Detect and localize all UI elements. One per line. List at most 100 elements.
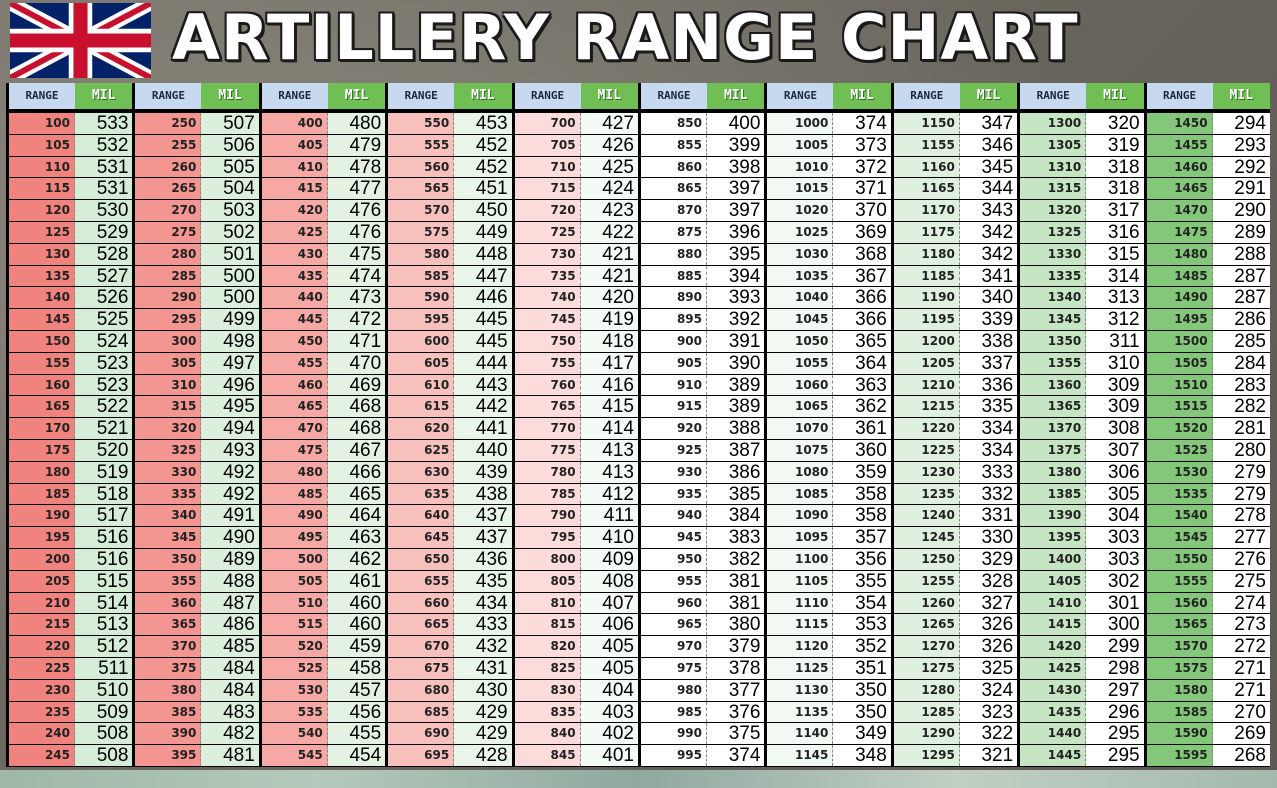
column-header: RANGE MIL — [9, 83, 133, 109]
mil-cell: 502 — [201, 221, 259, 243]
column-header: RANGE MIL — [135, 83, 259, 109]
mil-cell: 422 — [580, 221, 638, 243]
table-row: 1380 306 — [1020, 460, 1144, 483]
table-row: 575 449 — [388, 220, 512, 243]
mil-cell: 408 — [580, 570, 638, 592]
table-row: 1575 271 — [1146, 656, 1270, 679]
range-column: RANGE MIL 550 453 555 452 560 452 565 451 570 450 57… — [385, 83, 512, 767]
table-row: 835 403 — [514, 700, 638, 722]
mil-cell: 506 — [201, 134, 259, 156]
table-row: 265 504 — [135, 177, 259, 199]
range-cell: 1480 — [1146, 243, 1213, 265]
table-row: 335 492 — [135, 482, 259, 504]
range-cell: 1080 — [767, 461, 834, 483]
range-cell: 1400 — [1020, 548, 1087, 570]
table-row: 1160 345 — [893, 155, 1018, 177]
range-cell: 455 — [261, 352, 328, 374]
range-cell: 275 — [135, 221, 202, 243]
range-cell: 1215 — [893, 396, 960, 418]
mil-cell: 320 — [1086, 113, 1144, 134]
table-row: 260 505 — [135, 155, 259, 177]
mil-cell: 410 — [580, 527, 638, 548]
range-cell: 660 — [388, 592, 455, 614]
range-cell: 935 — [641, 483, 707, 505]
mil-cell: 319 — [1086, 134, 1144, 156]
table-row: 1055 364 — [767, 351, 891, 374]
range-cell: 255 — [135, 134, 202, 156]
mil-cell: 318 — [1086, 178, 1144, 199]
range-cell: 135 — [9, 265, 75, 287]
range-cell: 1565 — [1146, 614, 1213, 636]
table-row: 1360 309 — [1020, 373, 1144, 396]
range-cell: 770 — [514, 418, 581, 439]
mil-cell: 497 — [201, 352, 259, 374]
mil-cell: 270 — [1212, 701, 1270, 722]
table-row: 485 465 — [261, 482, 386, 504]
mil-header: MIL — [1212, 83, 1270, 109]
mil-cell: 532 — [75, 134, 133, 156]
mil-cell: 295 — [1086, 745, 1144, 766]
table-row: 1580 271 — [1146, 678, 1270, 701]
table-row: 780 413 — [514, 460, 638, 483]
mil-cell: 438 — [454, 483, 512, 504]
table-row: 1505 284 — [1146, 351, 1270, 374]
range-cell: 445 — [261, 309, 328, 330]
table-row: 450 471 — [261, 329, 386, 352]
mil-cell: 374 — [833, 113, 891, 134]
range-cell: 955 — [641, 570, 707, 592]
mil-cell: 384 — [707, 505, 765, 526]
range-cell: 1290 — [893, 723, 960, 745]
table-row: 1115 353 — [767, 613, 891, 635]
range-cell: 1365 — [1020, 396, 1087, 418]
table-row: 960 381 — [641, 591, 765, 613]
mil-cell: 473 — [327, 287, 386, 308]
table-row: 1345 312 — [1020, 308, 1144, 330]
table-row: 1490 287 — [1146, 286, 1270, 308]
table-row: 1550 276 — [1146, 547, 1270, 570]
range-cell: 500 — [261, 548, 328, 570]
table-row: 1275 325 — [893, 656, 1018, 679]
table-row: 1050 365 — [767, 329, 891, 352]
range-cell: 620 — [388, 418, 455, 439]
range-header: RANGE — [641, 83, 707, 109]
range-cell: 855 — [641, 134, 707, 156]
table-row: 1240 331 — [893, 504, 1018, 526]
table-row: 1390 304 — [1020, 504, 1144, 526]
range-cell: 585 — [388, 265, 455, 287]
mil-cell: 519 — [75, 461, 133, 483]
range-cell: 155 — [9, 352, 75, 374]
mil-cell: 388 — [707, 418, 765, 439]
table-row: 430 475 — [261, 242, 386, 265]
range-header: RANGE — [388, 83, 455, 109]
mil-cell: 533 — [75, 113, 133, 134]
range-cell: 1360 — [1020, 374, 1087, 396]
table-row: 905 390 — [641, 351, 765, 374]
range-cell: 1155 — [893, 134, 960, 156]
table-row: 475 467 — [261, 438, 386, 461]
table-row: 1515 282 — [1146, 395, 1270, 417]
table-row: 550 453 — [388, 112, 512, 134]
mil-cell: 508 — [75, 723, 133, 744]
table-row: 1230 333 — [893, 460, 1018, 483]
range-cell: 625 — [388, 439, 455, 461]
range-cell: 1195 — [893, 309, 960, 330]
mil-cell: 501 — [201, 243, 259, 265]
mil-cell: 271 — [1212, 679, 1270, 701]
table-row: 125 529 — [9, 220, 133, 243]
mil-cell: 314 — [1086, 265, 1144, 286]
table-row: 385 483 — [135, 700, 259, 722]
range-cell: 750 — [514, 330, 581, 352]
range-cell: 1450 — [1146, 113, 1213, 134]
table-row: 515 460 — [261, 613, 386, 635]
range-column: RANGE MIL 400 480 405 479 410 478 415 477 420 476 42… — [258, 83, 386, 767]
range-cell: 105 — [9, 134, 75, 156]
table-row: 660 434 — [388, 591, 512, 614]
range-cell: 560 — [388, 156, 455, 178]
mil-header: MIL — [454, 83, 512, 109]
range-cell: 230 — [9, 679, 75, 701]
range-cell: 775 — [514, 439, 581, 461]
mil-cell: 498 — [201, 330, 259, 352]
table-row: 1155 346 — [893, 133, 1018, 156]
table-row: 1075 360 — [767, 438, 891, 461]
table-row: 1145 348 — [767, 744, 891, 766]
